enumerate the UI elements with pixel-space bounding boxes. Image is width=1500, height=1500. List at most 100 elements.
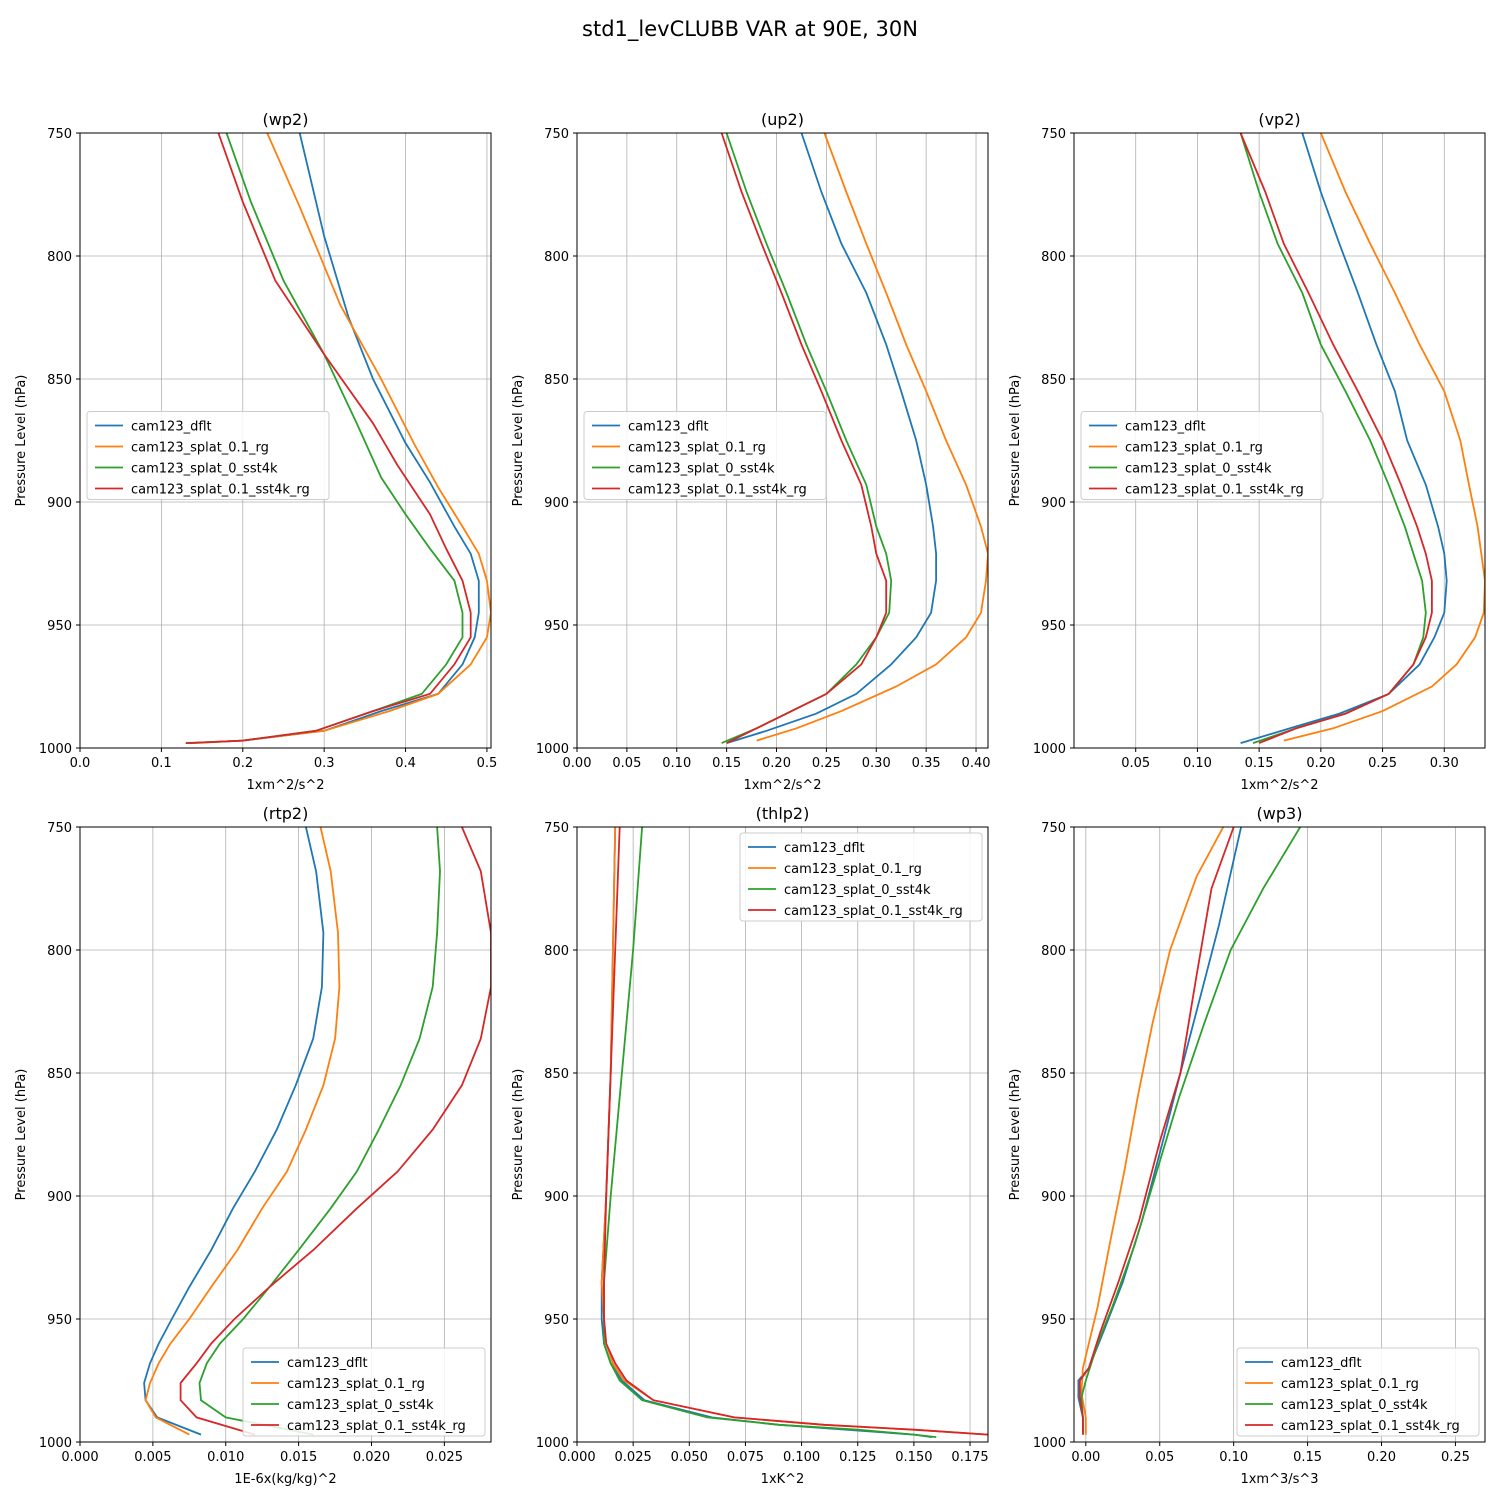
series-lines — [143, 827, 491, 1436]
x-tick-label: 0.00 — [1071, 1450, 1100, 1465]
x-tick-label: 0.050 — [671, 1450, 708, 1465]
legend-box — [1236, 1347, 1480, 1437]
series-line-cam123_splat_0.1_sst4k_rg — [179, 827, 491, 1436]
subplot-2: 0.05 0.10 0.15 0.20 0.25 0.30 750 800 850 900 950 1… — [1008, 110, 1486, 793]
y-tick-label: 1000 — [1033, 742, 1066, 757]
legend: cam123_dflt cam123_splat_0.1_rg cam123_spl… — [1236, 1347, 1480, 1437]
x-tick-label: 0.3 — [314, 756, 335, 771]
x-tick-label: 0.075 — [727, 1450, 764, 1465]
axes-frame — [576, 826, 989, 1443]
y-tick-label: 800 — [47, 250, 72, 265]
series-line-cam123_splat_0.1_sst4k_rg — [1079, 827, 1235, 1435]
series-lines — [720, 133, 988, 744]
legend-entry: cam123_splat_0.1_rg — [1281, 1377, 1419, 1392]
x-tick-label: 0.05 — [1121, 756, 1150, 771]
legend-entry: cam123_splat_0.1_rg — [628, 441, 766, 456]
y-tick-label: 1000 — [39, 742, 72, 757]
series-line-cam123_dflt — [189, 133, 480, 744]
x-tick-label: 0.150 — [895, 1450, 932, 1465]
y-axis-label: Pressure Level (hPa) — [511, 1069, 526, 1201]
x-tick-label: 0.05 — [612, 756, 641, 771]
series-line-cam123_splat_0.1_sst4k_rg — [1239, 133, 1433, 744]
x-tick-label: 0.00 — [563, 756, 592, 771]
axes-frame — [576, 132, 989, 749]
x-tick-label: 0.20 — [762, 756, 791, 771]
series-lines — [1239, 133, 1485, 744]
series-line-cam123_splat_0.1_rg — [1283, 133, 1485, 742]
legend-entry: cam123_splat_0.1_sst4k_rg — [1281, 1419, 1460, 1434]
y-tick-label: 950 — [47, 1313, 72, 1328]
series-line-cam123_dflt — [143, 827, 325, 1436]
x-tick-label: 0.2 — [232, 756, 253, 771]
legend-entry: cam123_splat_0.1_sst4k_rg — [1125, 483, 1304, 498]
legend-entry: cam123_splat_0.1_rg — [131, 441, 269, 456]
x-tick-label: 0.35 — [912, 756, 941, 771]
y-tick-label: 750 — [47, 821, 72, 836]
subplot-1: 0.00 0.05 0.10 0.15 0.20 0.25 0.30 0.35 0.40 750 8… — [511, 110, 991, 793]
y-tick-label: 1000 — [536, 742, 569, 757]
x-tick-label: 0.025 — [615, 1450, 652, 1465]
legend: cam123_dflt cam123_splat_0.1_rg cam123_spl… — [1080, 411, 1324, 500]
y-tick-label: 750 — [47, 127, 72, 142]
legend-entry: cam123_splat_0.1_sst4k_rg — [287, 1419, 466, 1434]
y-axis-label: Pressure Level (hPa) — [14, 1069, 29, 1201]
y-tick-label: 750 — [1041, 127, 1066, 142]
subplot-title: (rtp2) — [263, 804, 309, 823]
axes-frame — [79, 132, 492, 749]
y-tick-label: 850 — [47, 1067, 72, 1082]
legend-entry: cam123_dflt — [1281, 1356, 1362, 1371]
legend-entry: cam123_splat_0_sst4k — [1281, 1398, 1428, 1413]
y-tick-label: 750 — [544, 127, 569, 142]
axes-frame — [79, 826, 492, 1443]
legend-entry: cam123_dflt — [1125, 420, 1206, 435]
x-tick-label: 0.30 — [1430, 756, 1459, 771]
series-line-cam123_dflt — [726, 133, 937, 744]
x-tick-label: 0.05 — [1145, 1450, 1174, 1465]
y-tick-label: 900 — [544, 1190, 569, 1205]
x-axis-label: 1xm^2/s^2 — [743, 778, 821, 793]
series-line-cam123_dflt — [1077, 827, 1242, 1435]
x-tick-label: 0.25 — [1441, 1450, 1470, 1465]
legend-entry: cam123_splat_0_sst4k — [131, 462, 278, 477]
legend-box — [739, 832, 983, 922]
y-tick-label: 800 — [544, 944, 569, 959]
y-tick-label: 950 — [544, 619, 569, 634]
x-tick-label: 0.40 — [962, 756, 991, 771]
subplot-5: 0.00 0.05 0.10 0.15 0.20 0.25 750 800 850 900 950 1… — [1008, 804, 1486, 1487]
series-line-cam123_splat_0_sst4k — [603, 827, 937, 1438]
x-axis-label: 1xm^2/s^2 — [246, 778, 324, 793]
legend-box — [86, 411, 330, 500]
series-line-cam123_splat_0_sst4k — [1080, 827, 1301, 1435]
legend-entry: cam123_dflt — [131, 420, 212, 435]
legend-box — [242, 1347, 486, 1437]
y-tick-label: 850 — [544, 373, 569, 388]
y-tick-label: 900 — [544, 496, 569, 511]
subplot-title: (wp2) — [263, 110, 309, 129]
x-tick-label: 0.005 — [134, 1450, 171, 1465]
y-tick-label: 950 — [1041, 619, 1066, 634]
y-tick-label: 850 — [47, 373, 72, 388]
x-tick-label: 0.10 — [1183, 756, 1212, 771]
x-tick-label: 0.25 — [812, 756, 841, 771]
legend-entry: cam123_splat_0_sst4k — [784, 883, 931, 898]
x-tick-label: 0.5 — [477, 756, 498, 771]
x-tick-label: 0.4 — [395, 756, 416, 771]
series-line-cam123_splat_0.1_sst4k_rg — [603, 827, 988, 1436]
x-tick-label: 0.175 — [951, 1450, 988, 1465]
series-line-cam123_splat_0.1_rg — [756, 133, 988, 742]
series-lines — [1077, 827, 1301, 1435]
x-tick-label: 0.100 — [783, 1450, 820, 1465]
legend-box — [1080, 411, 1324, 500]
subplot-grid: 0.0 0.1 0.2 0.3 0.4 0.5 750 800 850 900 950 1000 (wp… — [14, 110, 1486, 1487]
y-axis-label: Pressure Level (hPa) — [511, 375, 526, 507]
series-line-cam123_splat_0.1_rg — [144, 827, 341, 1436]
legend-entry: cam123_splat_0.1_sst4k_rg — [131, 483, 310, 498]
y-tick-label: 750 — [1041, 821, 1066, 836]
subplot-title: (vp2) — [1258, 110, 1300, 129]
subplot-title: (up2) — [761, 110, 804, 129]
legend-entry: cam123_splat_0.1_rg — [784, 862, 922, 877]
x-tick-label: 0.30 — [862, 756, 891, 771]
series-line-cam123_splat_0.1_rg — [193, 133, 491, 744]
x-tick-label: 0.10 — [1219, 1450, 1248, 1465]
y-tick-label: 900 — [47, 1190, 72, 1205]
